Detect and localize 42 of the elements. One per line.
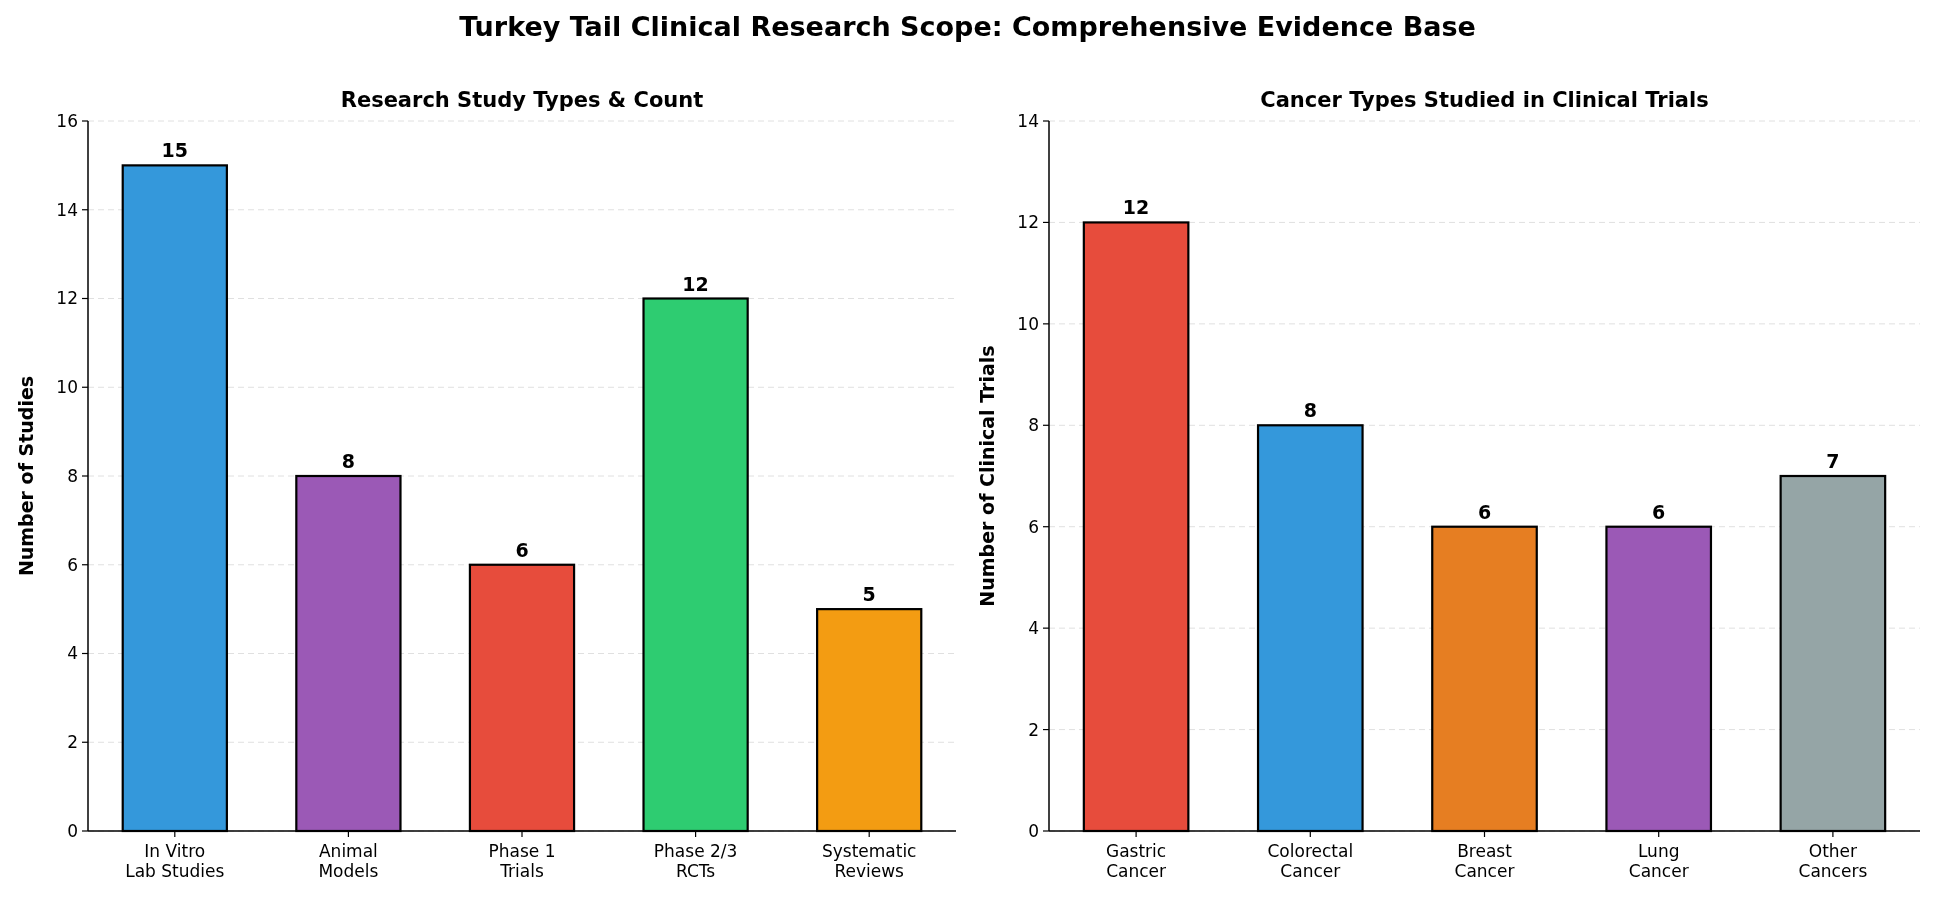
data-label: 6 bbox=[1652, 500, 1666, 523]
y-tick-label: 10 bbox=[56, 377, 78, 398]
x-tick-label: In Vitro Lab Studies bbox=[125, 841, 225, 881]
y-tick-label: 2 bbox=[1028, 719, 1039, 740]
data-label: 6 bbox=[1477, 500, 1492, 523]
x-tick-label: Systematic Reviews bbox=[821, 841, 917, 881]
y-tick-label: 14 bbox=[1017, 110, 1039, 131]
y-tick-label: 4 bbox=[1028, 618, 1039, 639]
x-tick-label: Gastric Cancer bbox=[1106, 841, 1167, 881]
y-tick-label: 2 bbox=[67, 732, 78, 753]
y-tick-label: 8 bbox=[1028, 415, 1039, 436]
text: Turkey Tail Clinical Research Scope: Comprehensive Evidence Base bbox=[459, 11, 1476, 42]
data-label: 5 bbox=[862, 583, 876, 606]
x-tick-label: Phase 1 Trials bbox=[488, 841, 556, 881]
y-axis-title: Number of Clinical Trials bbox=[976, 345, 998, 607]
data-label: 6 bbox=[515, 538, 529, 561]
y-tick-label: 12 bbox=[1017, 212, 1039, 233]
x-tick-label: Colorectal Cancer bbox=[1267, 841, 1354, 881]
y-tick-label: 0 bbox=[1028, 820, 1039, 841]
y-tick-label: 6 bbox=[1028, 516, 1039, 537]
x-tick-label: Animal Models bbox=[318, 841, 379, 881]
y-tick-label: 10 bbox=[1017, 313, 1039, 334]
chart-title: Cancer Types Studied in Clinical Trials bbox=[1260, 88, 1709, 112]
y-axis-title: Number of Studies bbox=[15, 375, 37, 577]
y-tick-label: 6 bbox=[67, 554, 78, 575]
chart-title: Research Study Types & Count bbox=[340, 88, 704, 112]
y-tick-label: 12 bbox=[56, 288, 78, 309]
y-tick-label: 14 bbox=[56, 199, 78, 220]
x-tick-label: Phase 2/3 RCTs bbox=[653, 841, 738, 881]
y-tick-label: 8 bbox=[67, 465, 78, 486]
data-label: 15 bbox=[161, 139, 189, 162]
data-label: 8 bbox=[341, 450, 356, 472]
x-tick-label: Lung Cancer bbox=[1628, 841, 1689, 881]
x-tick-label: Other Cancers bbox=[1798, 841, 1868, 881]
data-label: 12 bbox=[1122, 196, 1150, 219]
y-tick-label: 0 bbox=[67, 820, 78, 841]
data-label: 8 bbox=[1303, 399, 1317, 422]
data-label: 7 bbox=[1826, 450, 1840, 472]
y-tick-label: 16 bbox=[56, 110, 78, 131]
y-tick-label: 4 bbox=[67, 643, 78, 664]
x-tick-label: Breast Cancer bbox=[1454, 841, 1515, 881]
data-label: 12 bbox=[682, 272, 709, 295]
